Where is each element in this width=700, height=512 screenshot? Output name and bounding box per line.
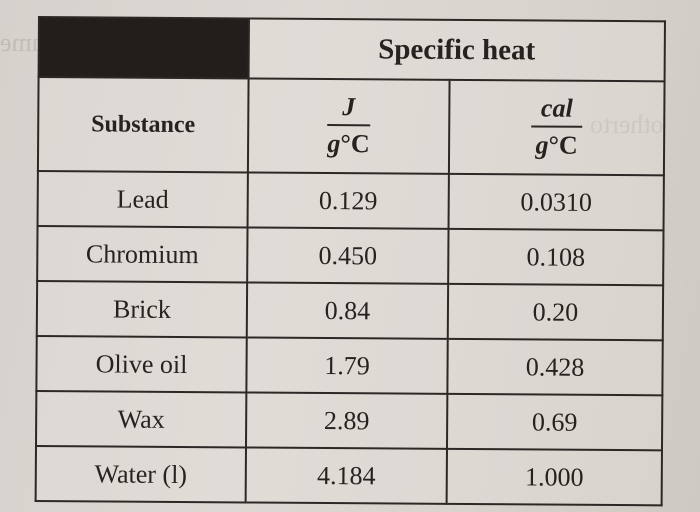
unit-numerator: cal bbox=[530, 94, 583, 128]
joules-value: 0.84 bbox=[246, 282, 449, 339]
joules-value: 1.79 bbox=[246, 337, 448, 394]
specific-heat-title: Specific heat bbox=[248, 18, 665, 82]
joules-value: 4.184 bbox=[245, 447, 447, 504]
calories-value: 0.20 bbox=[447, 283, 664, 341]
calories-value: 1.000 bbox=[446, 448, 662, 506]
unit-denominator: g°C bbox=[535, 130, 578, 160]
unit-numerator: J bbox=[327, 92, 371, 127]
substance-cell: Water (l) bbox=[35, 445, 246, 503]
table-row: Lead 0.129 0.0310 bbox=[37, 171, 664, 231]
substance-cell: Chromium bbox=[37, 226, 248, 283]
unit-header-joules: J g°C bbox=[247, 78, 450, 174]
table-row: Wax 2.89 0.69 bbox=[35, 390, 663, 451]
calories-value: 0.0310 bbox=[448, 173, 664, 231]
unit-denominator: g°C bbox=[327, 128, 370, 159]
specific-heat-table: Specific heat Substance J g°C cal g°C Le… bbox=[35, 16, 666, 506]
calories-value: 0.428 bbox=[447, 338, 663, 396]
substance-header: Substance bbox=[37, 77, 249, 173]
table-row: Water (l) 4.184 1.000 bbox=[35, 445, 662, 506]
substance-cell: Lead bbox=[37, 171, 248, 228]
substance-cell: Brick bbox=[36, 281, 248, 338]
unit-header-calories: cal g°C bbox=[448, 79, 665, 176]
substance-cell: Olive oil bbox=[36, 335, 247, 393]
table-row: Brick 0.84 0.20 bbox=[36, 281, 664, 341]
table-row: Olive oil 1.79 0.428 bbox=[36, 335, 663, 396]
calories-value: 0.108 bbox=[448, 228, 664, 286]
substance-cell: Wax bbox=[35, 390, 247, 448]
calories-value: 0.69 bbox=[446, 393, 663, 451]
joules-value: 2.89 bbox=[245, 392, 448, 449]
joules-value: 0.450 bbox=[247, 227, 449, 284]
blank-header-cell bbox=[38, 17, 249, 79]
joules-value: 0.129 bbox=[247, 172, 449, 229]
table-row: Chromium 0.450 0.108 bbox=[37, 226, 664, 286]
